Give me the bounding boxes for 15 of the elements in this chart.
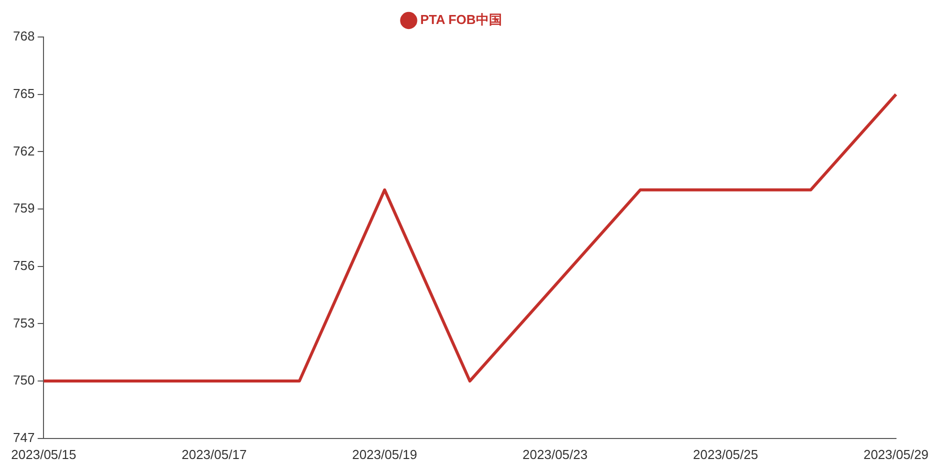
- x-tick-label: 2023/05/23: [522, 446, 588, 462]
- y-tick-label: 753: [12, 315, 35, 330]
- x-tick-label: 2023/05/15: [11, 446, 76, 462]
- y-tick-label: 759: [12, 200, 35, 216]
- y-tick-label: 768: [12, 28, 35, 44]
- x-tick-label: 2023/05/19: [352, 446, 418, 462]
- x-tick-label: 2023/05/25: [693, 446, 758, 462]
- y-tick-label: 765: [12, 86, 35, 101]
- y-tick-label: 762: [12, 143, 35, 158]
- x-tick-label: 2023/05/29: [863, 446, 929, 462]
- y-tick-label: 747: [12, 430, 35, 445]
- y-tick-label: 750: [12, 372, 35, 388]
- x-tick-label: 2023/05/17: [182, 446, 247, 462]
- legend-label: PTA FOB中国: [420, 12, 502, 28]
- y-tick-label: 756: [12, 258, 35, 273]
